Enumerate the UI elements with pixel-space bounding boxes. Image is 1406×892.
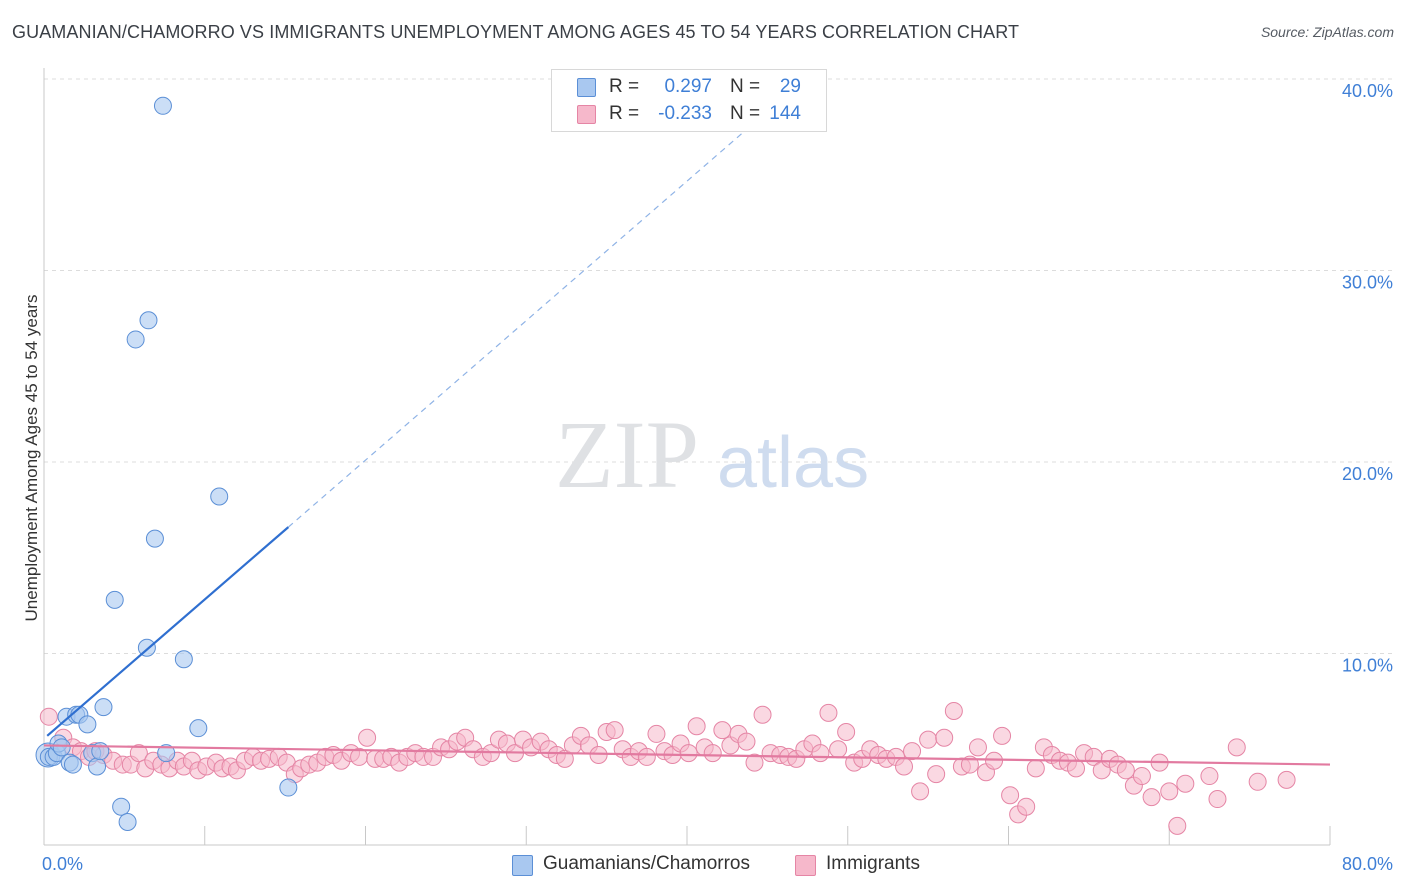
guamanians-point	[94, 698, 113, 717]
bottom-legend-swatch-blue	[512, 855, 533, 876]
immigrants-point	[1168, 816, 1187, 835]
immigrants-point	[993, 726, 1012, 745]
immigrants-trend-line	[43, 744, 1331, 766]
immigrants-point	[358, 728, 377, 747]
immigrants-point	[935, 728, 954, 747]
immigrants-point	[753, 705, 772, 724]
legend-swatch-blue	[577, 78, 596, 97]
x-tick-label-max: 80.0%	[1342, 854, 1393, 874]
immigrants-point	[819, 703, 838, 722]
guamanians-point	[118, 813, 137, 832]
guamanians-point	[189, 719, 208, 738]
immigrants-point	[911, 782, 930, 801]
guamanians-point	[139, 311, 158, 330]
immigrants-point	[837, 723, 856, 742]
immigrants-point	[1208, 790, 1227, 809]
immigrants-point	[1067, 759, 1086, 778]
bottom-legend-swatch-pink	[795, 855, 816, 876]
immigrants-point	[1248, 772, 1267, 791]
guamanians-trend-line	[46, 526, 290, 737]
immigrants-point	[1142, 788, 1161, 807]
guamanians-point	[105, 590, 124, 609]
guamanians-point	[112, 797, 131, 816]
immigrants-points	[39, 701, 1296, 835]
x-tick-label-min: 0.0%	[42, 854, 83, 874]
watermark-zip: ZIP	[555, 401, 699, 508]
immigrants-point	[679, 744, 698, 763]
immigrants-point	[811, 744, 830, 763]
immigrants-point	[1132, 767, 1151, 786]
guamanians-point	[153, 96, 172, 115]
guamanians-point	[126, 330, 145, 349]
y-tick-label: 30.0%	[1342, 273, 1393, 293]
immigrants-point	[589, 745, 608, 764]
guamanians-point	[78, 715, 97, 734]
immigrants-point	[687, 717, 706, 736]
immigrants-point	[903, 742, 922, 761]
immigrants-point	[129, 744, 148, 763]
guamanians-point	[157, 744, 176, 763]
bottom-legend-label: Guamanians/Chamorros	[543, 853, 750, 874]
immigrants-point	[605, 721, 624, 740]
legend-r-label: R =	[609, 103, 640, 124]
legend-row-immigrants: R = -0.233 N = 144	[552, 101, 826, 127]
legend-r-value: -0.233	[658, 103, 712, 124]
axes: 10.0% 20.0% 30.0% 40.0% 0.0% 80.0%	[42, 68, 1393, 874]
immigrants-point	[1116, 761, 1135, 780]
guamanians-point	[210, 487, 229, 506]
legend-n-value: 144	[769, 103, 801, 124]
legend-swatch-pink	[577, 105, 596, 124]
y-tick-label: 10.0%	[1342, 656, 1393, 676]
gridlines	[44, 78, 1392, 654]
watermark-atlas: atlas	[717, 423, 869, 503]
guamanians-point	[63, 755, 82, 774]
immigrants-point	[1001, 786, 1020, 805]
guamanians-trend-extension	[287, 105, 775, 528]
immigrants-point	[968, 738, 987, 757]
guamanians-point	[279, 778, 298, 797]
immigrants-point	[944, 701, 963, 720]
immigrants-point	[713, 721, 732, 740]
correlation-legend: R = 0.297 N = 29 R = -0.233 N = 144	[551, 69, 827, 132]
immigrants-point	[637, 747, 656, 766]
immigrants-point	[745, 753, 764, 772]
immigrants-point	[1160, 782, 1179, 801]
legend-n-label: N =	[730, 103, 761, 124]
immigrants-point	[1017, 797, 1036, 816]
immigrants-point	[1026, 759, 1045, 778]
immigrants-point	[829, 740, 848, 759]
guamanians-point	[52, 738, 71, 757]
guamanians-point	[145, 529, 164, 548]
immigrants-point	[39, 707, 58, 726]
trend-lines	[43, 105, 1331, 766]
guamanians-points	[35, 96, 298, 832]
immigrants-point	[737, 732, 756, 751]
y-tick-label: 40.0%	[1342, 81, 1393, 101]
legend-r-label: R =	[609, 76, 640, 97]
legend-n-value: 29	[779, 76, 801, 97]
y-tick-label: 20.0%	[1342, 464, 1393, 484]
guamanians-point	[174, 650, 193, 669]
immigrants-point	[919, 730, 938, 749]
immigrants-point	[647, 724, 666, 743]
guamanians-point	[88, 757, 107, 776]
immigrants-point	[927, 765, 946, 784]
bottom-legend-label: Immigrants	[826, 853, 920, 874]
watermark: ZIP atlas	[555, 401, 869, 508]
immigrants-point	[895, 757, 914, 776]
immigrants-point	[555, 749, 574, 768]
immigrants-point	[1200, 767, 1219, 786]
immigrants-point	[703, 744, 722, 763]
immigrants-point	[1277, 770, 1296, 789]
legend-row-guamanians: R = 0.297 N = 29	[552, 74, 826, 100]
source-label: Source: ZipAtlas.com	[1260, 24, 1394, 40]
legend-n-label: N =	[730, 76, 761, 97]
immigrants-point	[1176, 774, 1195, 793]
immigrants-point	[1227, 738, 1246, 757]
legend-r-value: 0.297	[664, 76, 712, 97]
chart-title: GUAMANIAN/CHAMORRO VS IMMIGRANTS UNEMPLO…	[12, 22, 1020, 42]
y-axis-label: Unemployment Among Ages 45 to 54 years	[22, 295, 41, 622]
